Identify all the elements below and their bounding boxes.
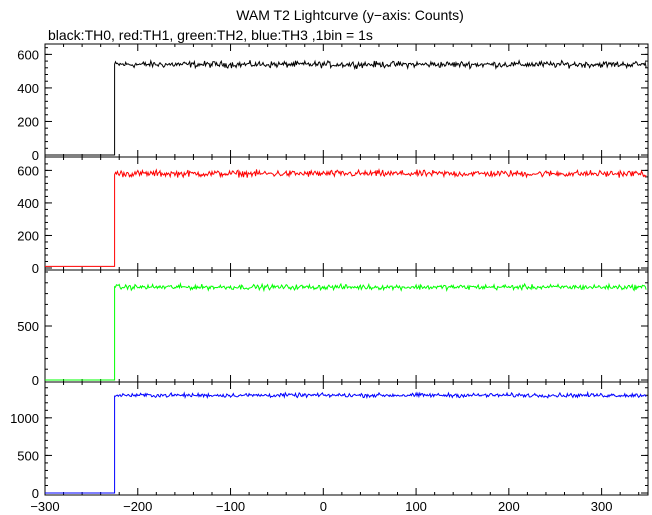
x-tick-label: 0: [320, 499, 327, 514]
y-tick-label: 200: [17, 114, 39, 129]
series-line-TH2: [45, 281, 647, 381]
x-tick-label: 100: [405, 499, 427, 514]
y-tick-label: 400: [17, 196, 39, 211]
x-tick-label: 300: [591, 499, 613, 514]
y-tick-label: 200: [17, 228, 39, 243]
y-tick-label: 600: [17, 47, 39, 62]
y-tick-label: 0: [32, 148, 39, 163]
y-tick-label: 500: [17, 448, 39, 463]
panel-frame-1: [44, 43, 649, 158]
x-tick-label: −100: [216, 499, 245, 514]
x-tick-label: 200: [498, 499, 520, 514]
chart-title: WAM T2 Lightcurve (y−axis: Counts): [236, 7, 464, 23]
series-line-TH0: [45, 58, 647, 156]
chart-subtitle: black:TH0, red:TH1, green:TH2, blue:TH3 …: [48, 27, 373, 43]
y-tick-label: 0: [32, 373, 39, 388]
series-line-TH1: [45, 168, 647, 267]
panel-frame-4: [44, 381, 649, 496]
y-tick-label: 1000: [10, 411, 39, 426]
y-tick-label: 0: [32, 261, 39, 276]
x-tick-label: −300: [30, 499, 59, 514]
y-tick-label: 400: [17, 81, 39, 96]
y-tick-label: 600: [17, 163, 39, 178]
series-line-TH3: [45, 390, 647, 494]
y-tick-label: 0: [32, 486, 39, 501]
x-tick-label: −200: [123, 499, 152, 514]
y-tick-label: 500: [17, 319, 39, 334]
